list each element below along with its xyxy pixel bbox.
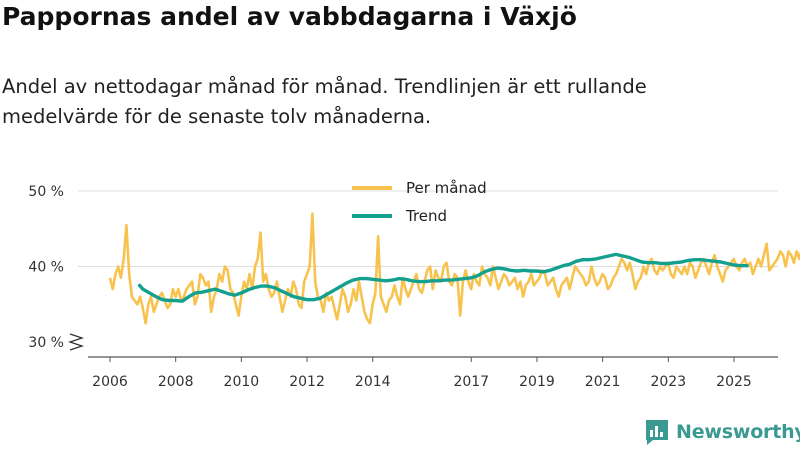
brand-name: Newsworthy [676,421,800,443]
y-tick-label-50: 50 % [28,184,64,200]
x-axis [70,334,778,362]
newsworthy-logo: Newsworthy [644,418,800,446]
line-chart: 30 % 40 % 50 % 2006 2008 2010 2012 2014 2017 201… [0,0,800,450]
x-tick-label-2008: 2008 [158,374,194,390]
x-tick-label-2010: 2010 [224,374,260,390]
x-tick-label-2017: 2017 [453,374,489,390]
x-tick-label-2012: 2012 [289,374,325,390]
y-tick-label-30: 30 % [28,335,64,351]
x-tick-label-2014: 2014 [355,374,391,390]
x-tick-label-2019: 2019 [519,374,555,390]
x-tick-label-2023: 2023 [650,374,686,390]
legend-label-trend: Trend [405,207,447,225]
x-tick-labels: 2006 2008 2010 2012 2014 2017 2019 2021 2023 2025 [92,374,752,390]
x-tick-label-2021: 2021 [585,374,621,390]
series-layer [110,214,800,323]
legend-label-monthly: Per månad [406,179,487,197]
gridlines [78,191,778,267]
x-tick-label-2025: 2025 [716,374,752,390]
newsworthy-logo-icon [644,418,670,446]
legend: Per månad Trend [352,179,487,225]
series-line-trend [140,254,748,301]
y-tick-label-40: 40 % [28,260,64,276]
y-axis: 30 % 40 % 50 % [28,184,64,351]
x-tick-label-2006: 2006 [92,374,128,390]
series-line-per-manad [110,214,800,323]
axis-break-icon [70,334,82,350]
